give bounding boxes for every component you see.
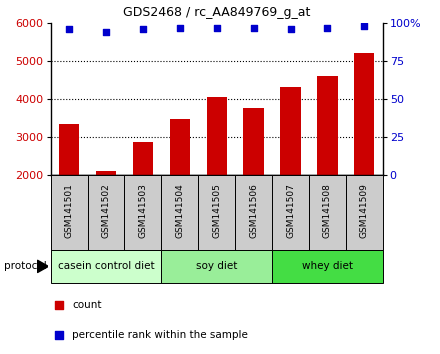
Text: GSM141503: GSM141503 <box>138 183 147 238</box>
Bar <box>354 53 374 175</box>
Text: soy diet: soy diet <box>196 261 238 272</box>
Point <box>250 25 257 30</box>
Bar <box>161 250 272 283</box>
Bar <box>198 175 235 250</box>
Polygon shape <box>37 260 48 273</box>
Bar <box>280 87 301 175</box>
Text: GSM141506: GSM141506 <box>249 183 258 238</box>
Point <box>287 26 294 32</box>
Text: percentile rank within the sample: percentile rank within the sample <box>72 330 248 339</box>
Text: GSM141505: GSM141505 <box>212 183 221 238</box>
Bar <box>133 142 153 175</box>
Bar <box>272 175 309 250</box>
Text: GSM141509: GSM141509 <box>360 183 369 238</box>
Bar <box>346 175 383 250</box>
Text: protocol: protocol <box>4 261 47 272</box>
Bar <box>51 250 161 283</box>
Bar <box>96 171 116 175</box>
Point <box>213 25 220 30</box>
Bar <box>59 124 79 175</box>
Bar <box>235 175 272 250</box>
Point <box>103 29 110 35</box>
Title: GDS2468 / rc_AA849769_g_at: GDS2468 / rc_AA849769_g_at <box>123 6 310 19</box>
Text: count: count <box>72 299 102 310</box>
Bar <box>161 175 198 250</box>
Point <box>324 25 331 30</box>
Bar <box>272 250 383 283</box>
Text: GSM141502: GSM141502 <box>102 183 110 238</box>
Bar <box>88 175 125 250</box>
Bar <box>51 175 88 250</box>
Text: casein control diet: casein control diet <box>58 261 154 272</box>
Bar <box>206 97 227 175</box>
Point <box>176 25 183 30</box>
Text: GSM141507: GSM141507 <box>286 183 295 238</box>
Text: whey diet: whey diet <box>302 261 353 272</box>
Text: GSM141501: GSM141501 <box>65 183 73 238</box>
Text: GSM141504: GSM141504 <box>175 183 184 238</box>
Bar <box>243 108 264 175</box>
Point <box>361 23 368 29</box>
Bar <box>309 175 346 250</box>
Point <box>55 302 62 307</box>
Text: GSM141508: GSM141508 <box>323 183 332 238</box>
Bar <box>125 175 161 250</box>
Point <box>66 26 73 32</box>
Bar <box>170 119 190 175</box>
Point <box>55 332 62 337</box>
Bar <box>317 75 337 175</box>
Point <box>139 26 147 32</box>
